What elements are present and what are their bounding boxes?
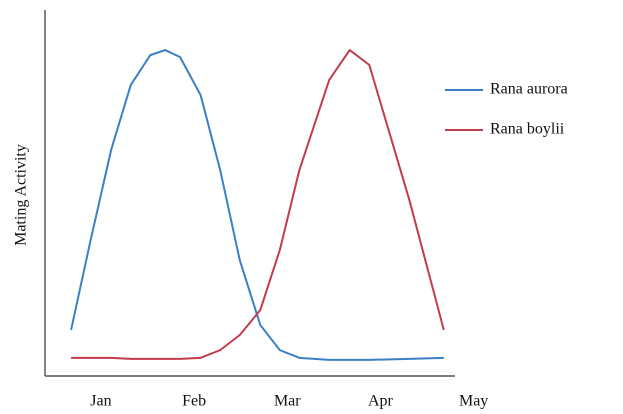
y-axis-label: Mating Activity bbox=[13, 144, 30, 246]
x-tick-label: Jan bbox=[90, 393, 111, 410]
x-tick-label: Apr bbox=[368, 393, 394, 410]
x-tick-label: Mar bbox=[274, 393, 301, 410]
x-tick-label: Feb bbox=[182, 393, 206, 410]
legend-label: Rana aurora bbox=[490, 81, 568, 98]
series-line bbox=[70, 49, 444, 361]
x-tick-label: May bbox=[459, 393, 488, 410]
series-line bbox=[71, 49, 445, 360]
legend-label: Rana boylii bbox=[490, 121, 565, 138]
